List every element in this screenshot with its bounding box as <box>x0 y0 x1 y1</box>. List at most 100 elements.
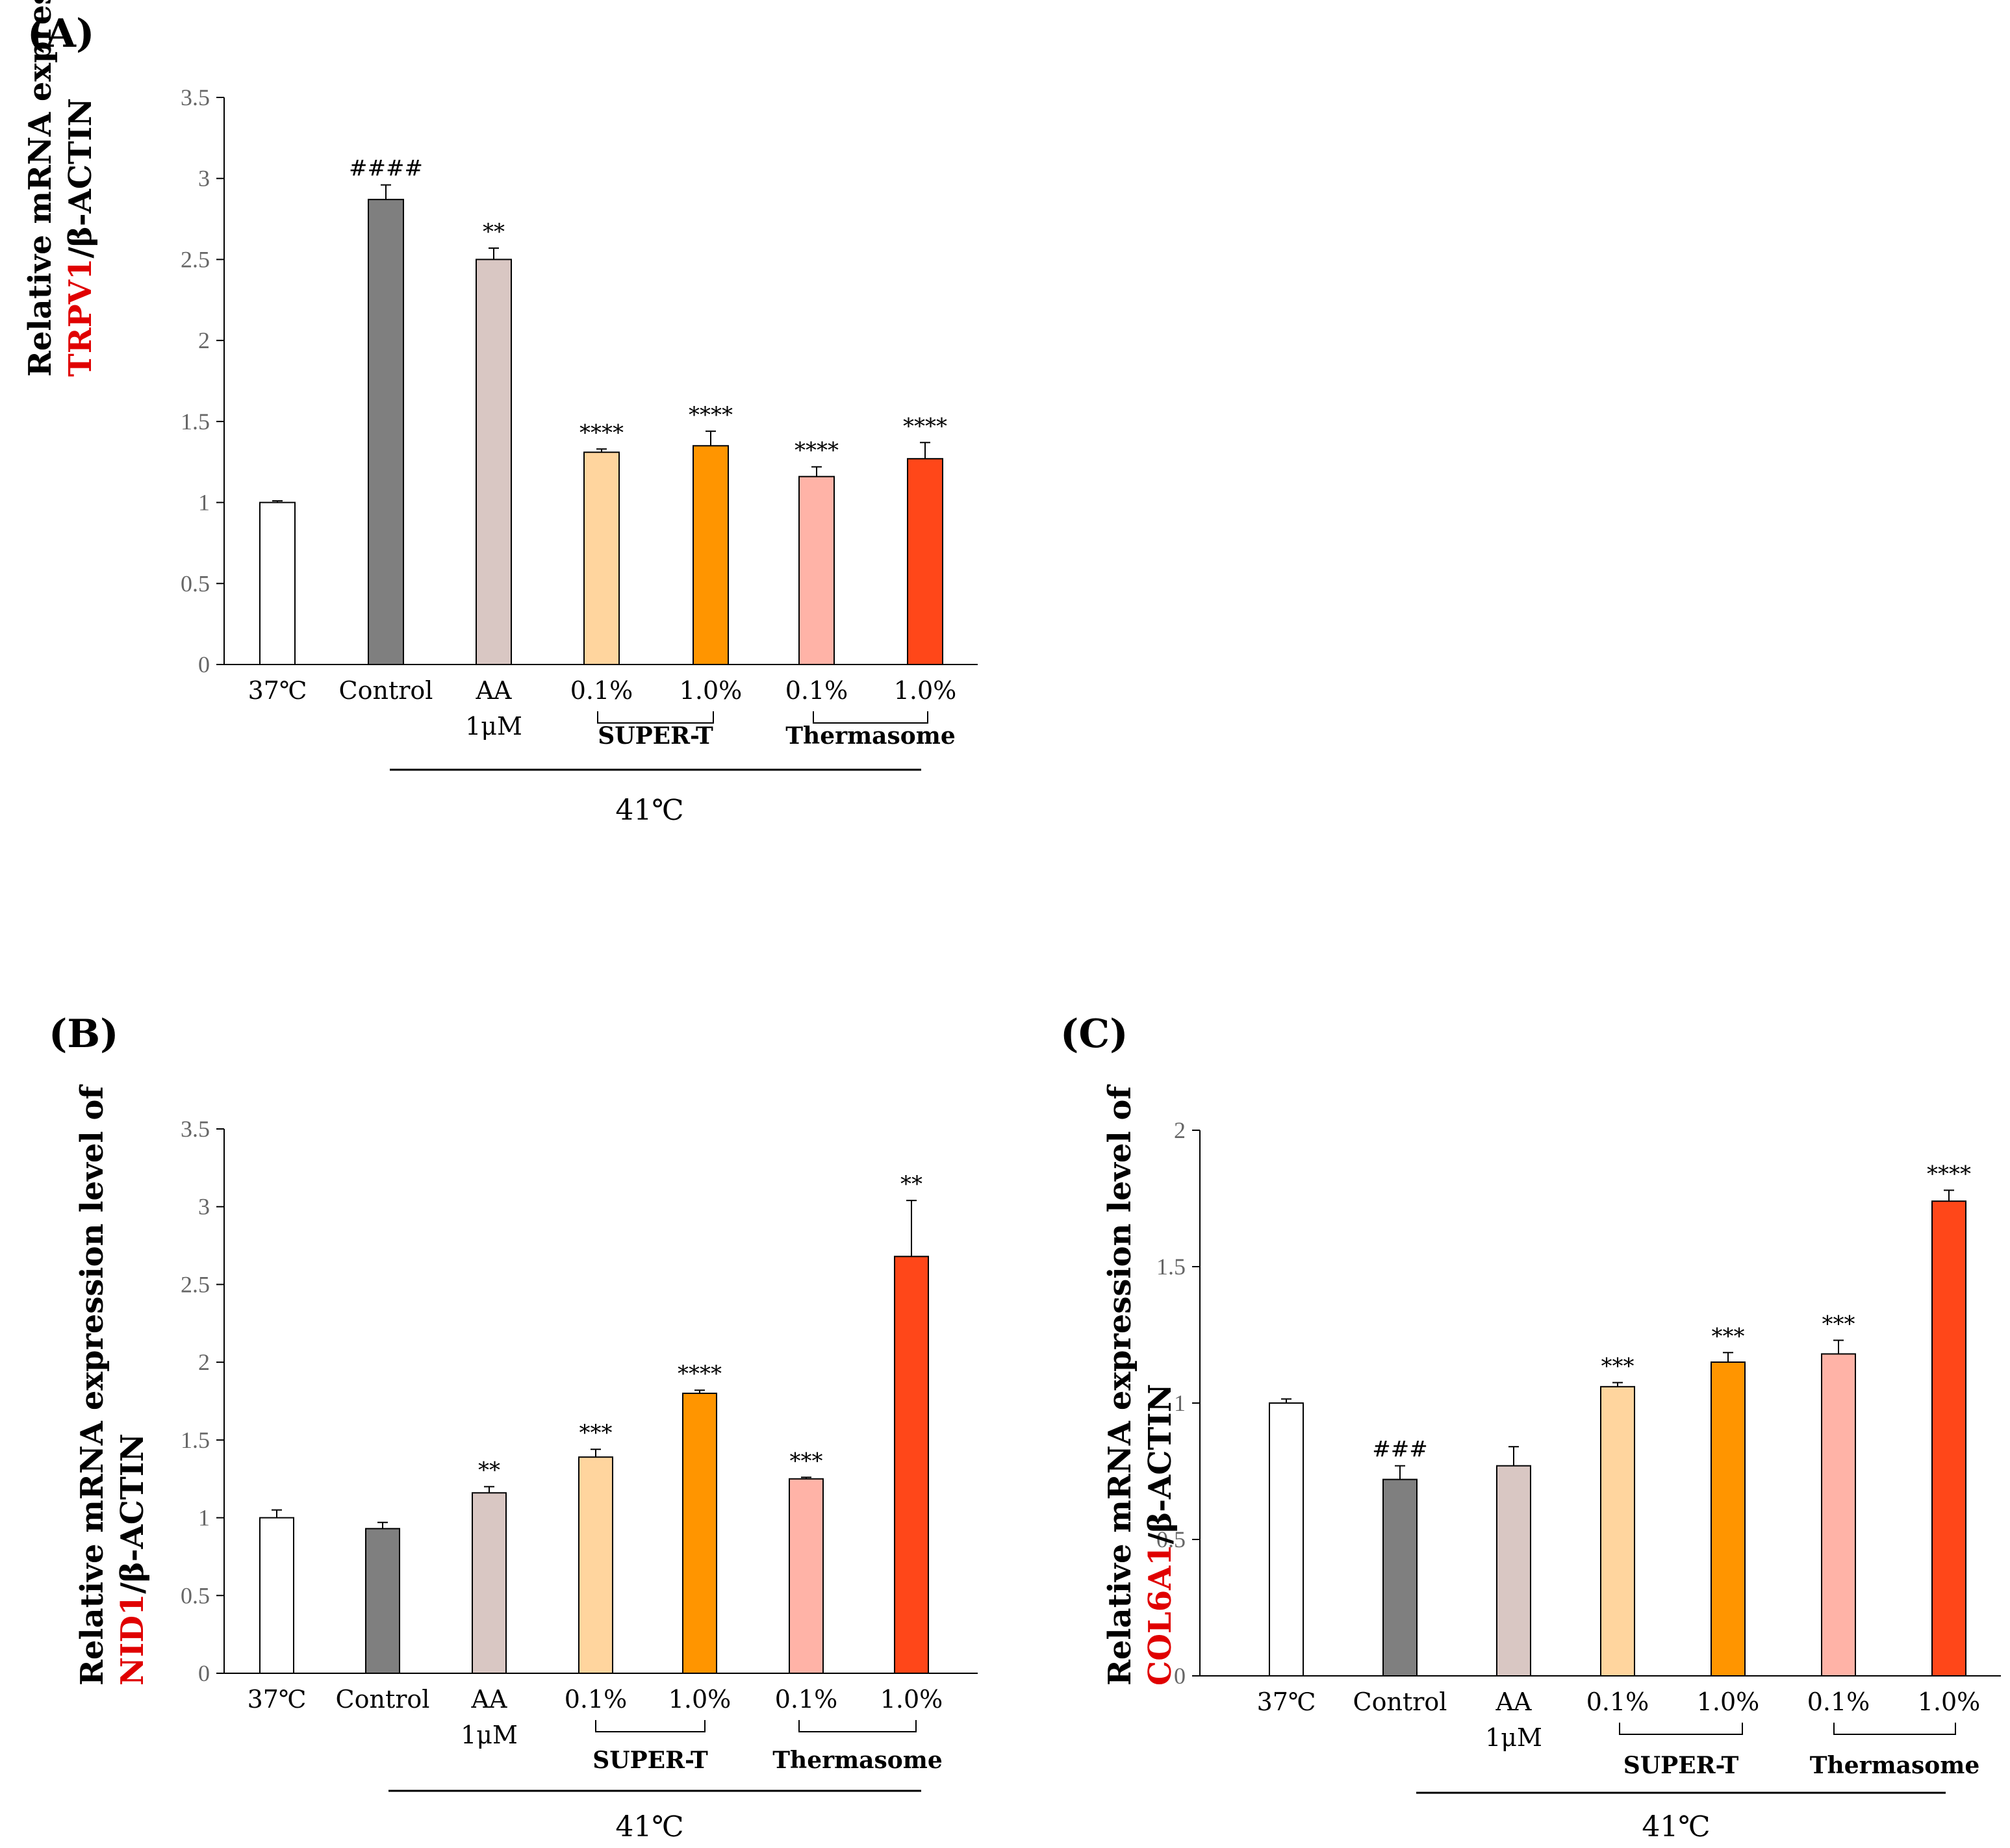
p1-significance-label: **** <box>579 420 624 446</box>
p2-y-tick-label: 3 <box>198 1194 210 1220</box>
p3-category-label: 0.1% <box>1807 1688 1870 1716</box>
p1-significance-label: **** <box>903 413 947 439</box>
p3-significance-label: *** <box>1601 1354 1635 1380</box>
p1-y-tick-label: 0.5 <box>181 570 210 596</box>
p3-gene-name: COL6A1 <box>1142 1544 1178 1686</box>
p2-significance-label: ** <box>900 1171 922 1197</box>
p2-significance-label: ** <box>478 1458 500 1484</box>
p1-group-bracket <box>813 711 928 724</box>
p2-category-label: 0.1% <box>565 1685 628 1714</box>
p1-category-label: 37℃ <box>248 676 307 705</box>
p1-category-label: 1.0% <box>894 676 957 705</box>
p1-significance-label: **** <box>795 438 839 464</box>
p1-y-tick-label: 1.5 <box>181 409 210 435</box>
p3-y-tick-label: 1 <box>1174 1390 1186 1416</box>
p2-gene-name: NID1 <box>114 1594 151 1686</box>
p3-significance-label: *** <box>1712 1323 1745 1349</box>
p3-bar <box>1821 1353 1856 1677</box>
p2-y-tick-label: 2.5 <box>181 1271 210 1297</box>
p3-significance-label: ### <box>1372 1437 1427 1463</box>
p3-category-label: 0.1% <box>1586 1688 1649 1716</box>
p2-bar <box>578 1456 613 1675</box>
p3-significance-label: *** <box>1822 1311 1855 1337</box>
p3-panel-label: (C) <box>1060 1011 1128 1057</box>
p3-bar <box>1931 1200 1966 1677</box>
p1-category-label: 0.1% <box>785 676 848 705</box>
p3-category-label: 1μM <box>1485 1723 1542 1752</box>
p2-category-label: 0.1% <box>775 1685 838 1714</box>
p3-y-tick-label: 0.5 <box>1156 1526 1186 1552</box>
p1-bar <box>907 458 943 665</box>
p1-group-bracket <box>597 711 714 724</box>
p2-group-bracket <box>798 1720 917 1732</box>
p2-panel-label: (B) <box>49 1011 119 1057</box>
p1-category-label: 0.1% <box>570 676 633 705</box>
p1-bar <box>368 199 404 665</box>
p3-group-bracket <box>1833 1723 1956 1735</box>
p3-category-label: 1.0% <box>1918 1688 1981 1716</box>
p2-category-label: 1μM <box>461 1721 518 1749</box>
p1-panel-label: (A) <box>27 11 94 57</box>
p3-bar <box>1496 1465 1531 1677</box>
p1-gene-name: TRPV1 <box>62 259 99 377</box>
p3-y-label-suffix: /β-ACTIN <box>1142 1384 1178 1544</box>
p3-category-label: 1.0% <box>1697 1688 1760 1716</box>
p2-y-axis-label-line2: NID1/β-ACTIN <box>114 1434 151 1686</box>
p1-group-label: Thermasome <box>785 722 956 750</box>
p2-y-tick-label: 1.5 <box>181 1427 210 1453</box>
p2-significance-label: **** <box>678 1361 722 1387</box>
p3-bar <box>1269 1402 1304 1677</box>
p1-category-label: Control <box>339 676 433 705</box>
p1-temperature-label: 41℃ <box>615 794 683 827</box>
p1-bar <box>693 445 729 665</box>
p1-y-tick-label: 1 <box>198 490 210 516</box>
p3-category-label: 37℃ <box>1257 1688 1316 1716</box>
p1-group-label: SUPER-T <box>598 722 713 750</box>
p1-y-tick-label: 2 <box>198 327 210 353</box>
p3-group-label: SUPER-T <box>1623 1752 1739 1779</box>
p2-category-label: 1.0% <box>880 1685 943 1714</box>
p1-y-axis-label-line1: Relative mRNA expression level of <box>22 0 58 377</box>
p3-significance-label: **** <box>1927 1161 1971 1187</box>
p2-bar <box>789 1478 824 1675</box>
p2-bar <box>682 1393 717 1674</box>
p2-y-tick-label: 3.5 <box>181 1116 210 1142</box>
p1-y-axis-label-line2: TRPV1/β-ACTIN <box>62 98 99 377</box>
p3-bar <box>1382 1478 1418 1677</box>
p2-category-label: 1.0% <box>668 1685 731 1714</box>
p2-bar <box>365 1528 400 1675</box>
p2-significance-label: *** <box>579 1420 613 1446</box>
p1-y-tick-label: 0 <box>198 652 210 677</box>
p2-category-label: AA <box>471 1685 507 1714</box>
p2-y-tick-label: 0.5 <box>181 1582 210 1608</box>
p2-bar <box>894 1256 929 1674</box>
p1-category-label: 1.0% <box>680 676 743 705</box>
p1-bar <box>798 475 835 665</box>
p2-y-tick-label: 1 <box>198 1505 210 1531</box>
p3-y-tick-label: 1.5 <box>1156 1254 1186 1280</box>
p3-y-tick-label: 0 <box>1174 1663 1186 1689</box>
p2-y-tick-label: 0 <box>198 1660 210 1686</box>
p2-y-axis-label-line1: Relative mRNA expression level of <box>74 1084 110 1686</box>
p1-category-label: AA <box>476 676 512 705</box>
p3-y-tick-label: 2 <box>1174 1117 1186 1143</box>
p3-y-axis-label-line1: Relative mRNA expression level of <box>1102 1084 1138 1686</box>
p3-group-bracket <box>1619 1723 1743 1735</box>
p2-category-label: Control <box>336 1685 430 1714</box>
p2-category-label: 37℃ <box>248 1685 307 1714</box>
p2-y-label-suffix: /β-ACTIN <box>114 1434 151 1594</box>
p1-y-label-suffix: /β-ACTIN <box>62 98 99 259</box>
p2-group-label: SUPER-T <box>592 1747 708 1774</box>
p3-temperature-label: 41℃ <box>1642 1810 1710 1843</box>
p2-group-bracket <box>595 1720 706 1732</box>
p1-bar <box>259 501 296 665</box>
p1-significance-label: ** <box>483 219 505 245</box>
p1-y-tick-label: 3 <box>198 166 210 192</box>
p2-significance-label: *** <box>790 1448 823 1474</box>
p3-bar <box>1711 1361 1746 1677</box>
p1-bar <box>583 451 620 666</box>
p1-significance-label: #### <box>349 156 423 182</box>
p2-bar <box>472 1492 507 1675</box>
p2-temperature-label: 41℃ <box>615 1810 683 1843</box>
